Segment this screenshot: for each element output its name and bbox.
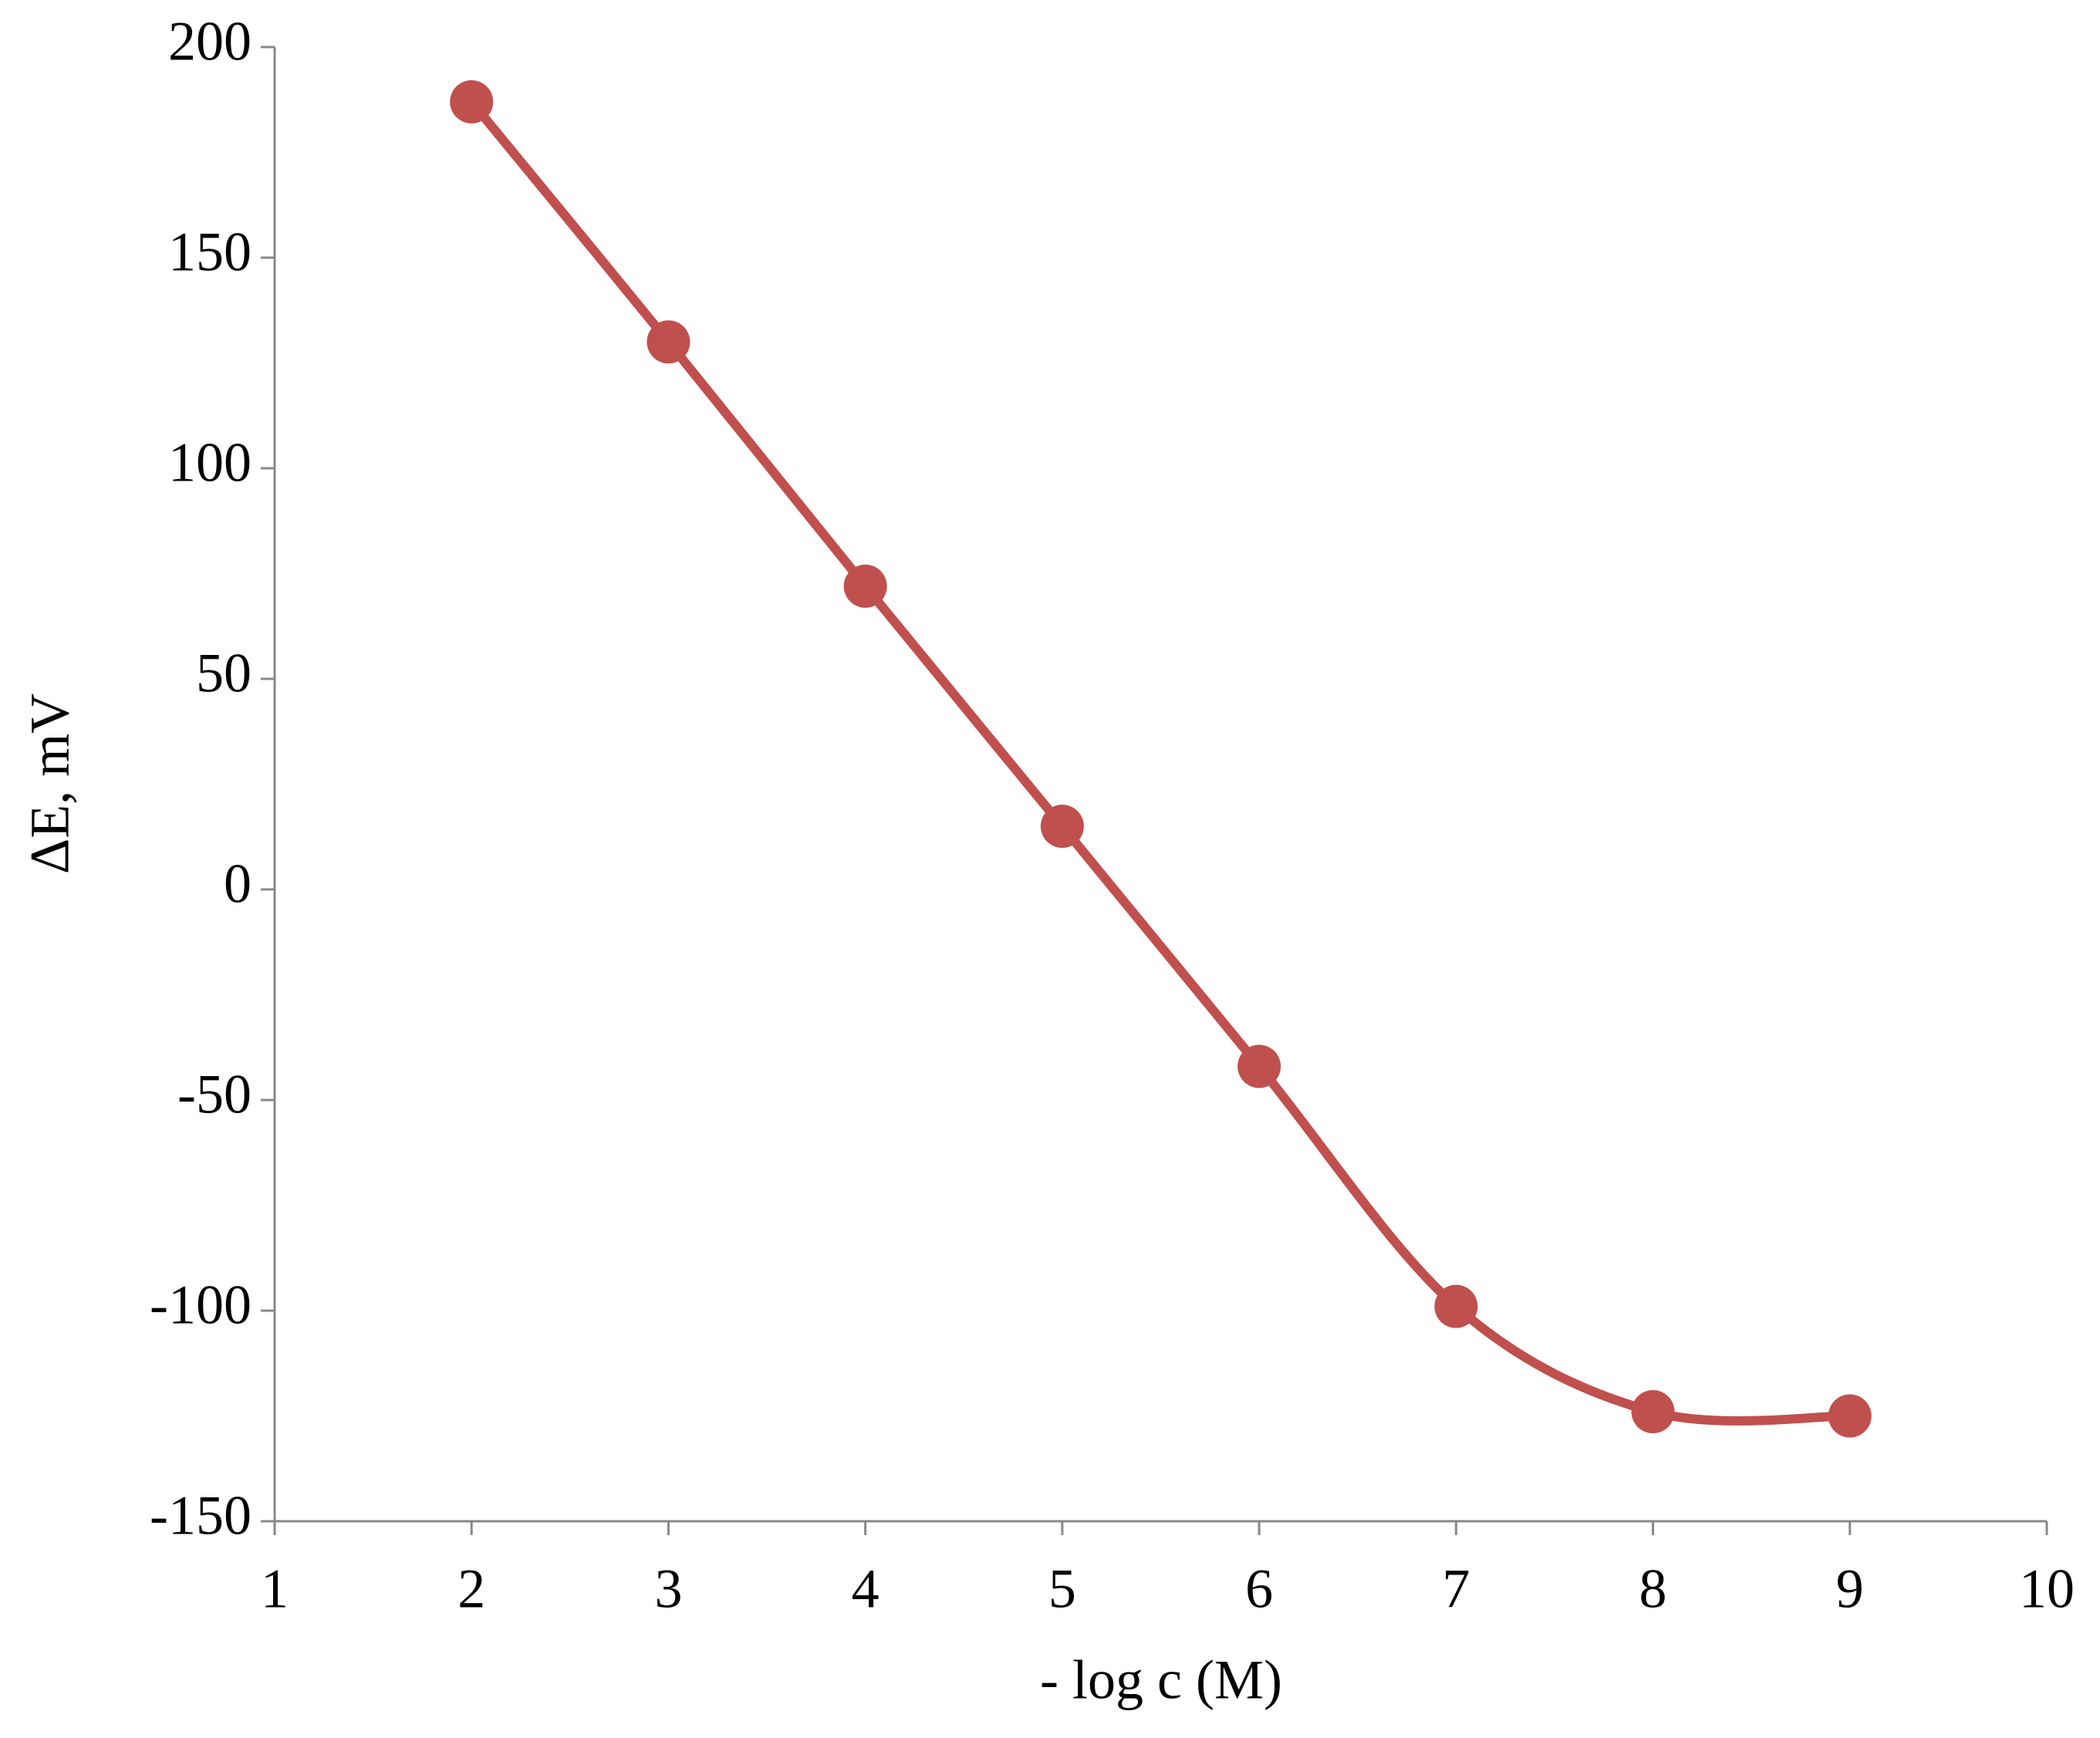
y-tick-label: -150 <box>150 1485 252 1547</box>
x-tick-label: 10 <box>2019 1558 2075 1620</box>
data-point <box>647 320 690 364</box>
y-axis-label: ΔE, mV <box>19 694 81 874</box>
y-tick-label: 100 <box>168 432 252 494</box>
data-point <box>1631 1390 1675 1434</box>
data-point <box>1040 805 1084 849</box>
x-tick-label: 1 <box>261 1558 289 1620</box>
x-tick-label: 4 <box>852 1558 880 1620</box>
data-point <box>450 79 494 123</box>
data-point <box>843 564 887 608</box>
x-tick-label: 9 <box>1836 1558 1864 1620</box>
data-point <box>1237 1044 1281 1088</box>
x-tick-label: 7 <box>1442 1558 1470 1620</box>
y-tick-label: -100 <box>150 1274 252 1336</box>
data-point <box>1434 1284 1478 1328</box>
y-tick-label: 0 <box>224 853 252 915</box>
x-tick-label: 8 <box>1639 1558 1667 1620</box>
y-tick-label: 200 <box>168 11 252 73</box>
y-tick-label: -50 <box>177 1064 252 1125</box>
y-tick-label: 150 <box>168 221 252 283</box>
data-line <box>468 99 1850 1426</box>
data-point <box>1828 1394 1872 1438</box>
y-tick-label: 50 <box>196 643 252 704</box>
x-tick-label: 2 <box>457 1558 485 1620</box>
x-axis-label: - log c (M) <box>1040 1649 1282 1711</box>
x-tick-label: 3 <box>654 1558 682 1620</box>
x-tick-label: 5 <box>1048 1558 1076 1620</box>
x-tick-label: 6 <box>1245 1558 1273 1620</box>
